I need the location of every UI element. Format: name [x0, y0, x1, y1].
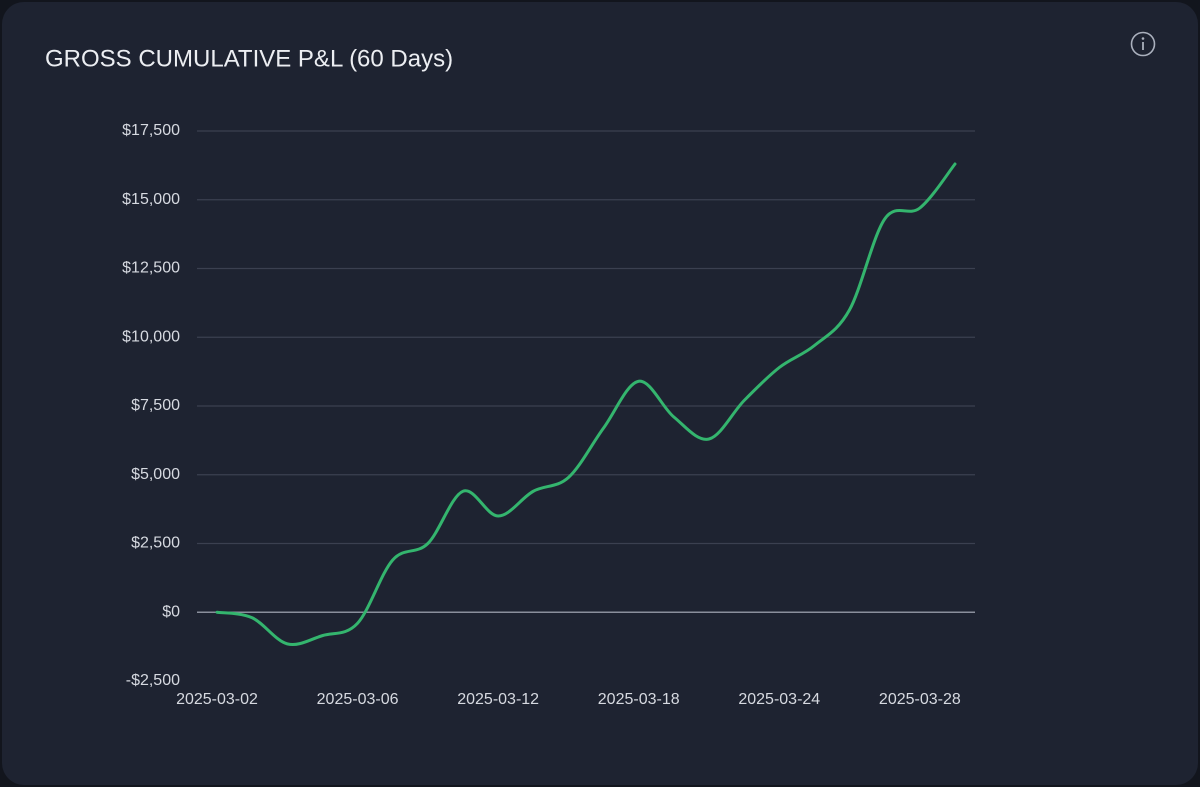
- y-tick-label: $17,500: [122, 122, 180, 139]
- x-tick-label: 2025-03-06: [317, 691, 399, 708]
- plot: [215, 162, 957, 647]
- grid: -$2,500 $0 $2,500 $5,000 $7,500 $10,000 $12,50…: [122, 122, 975, 708]
- x-tick-label: 2025-03-12: [457, 691, 539, 708]
- x-tick-label: 2025-03-24: [738, 691, 820, 708]
- info-dot[interactable]: [1141, 37, 1145, 40]
- y-tick-label: $0: [162, 603, 180, 620]
- x-tick-label: 2025-03-28: [879, 691, 961, 708]
- y-tick-label: $10,000: [122, 328, 180, 345]
- pnl-line: [215, 162, 957, 647]
- x-tick-label: 2025-03-02: [176, 691, 258, 708]
- chart-title: GROSS CUMULATIVE P&L (60 Days): [45, 45, 453, 72]
- y-tick-label: $7,500: [131, 397, 180, 414]
- info-icon[interactable]: [1130, 31, 1156, 57]
- y-tick-label: $2,500: [131, 535, 180, 552]
- y-tick-label: $12,500: [122, 260, 180, 277]
- y-tick-label: $15,000: [122, 191, 180, 208]
- x-tick-label: 2025-03-18: [598, 691, 680, 708]
- info-circle[interactable]: [1130, 31, 1156, 57]
- y-tick-label: -$2,500: [126, 672, 180, 689]
- y-tick-label: $5,000: [131, 466, 180, 483]
